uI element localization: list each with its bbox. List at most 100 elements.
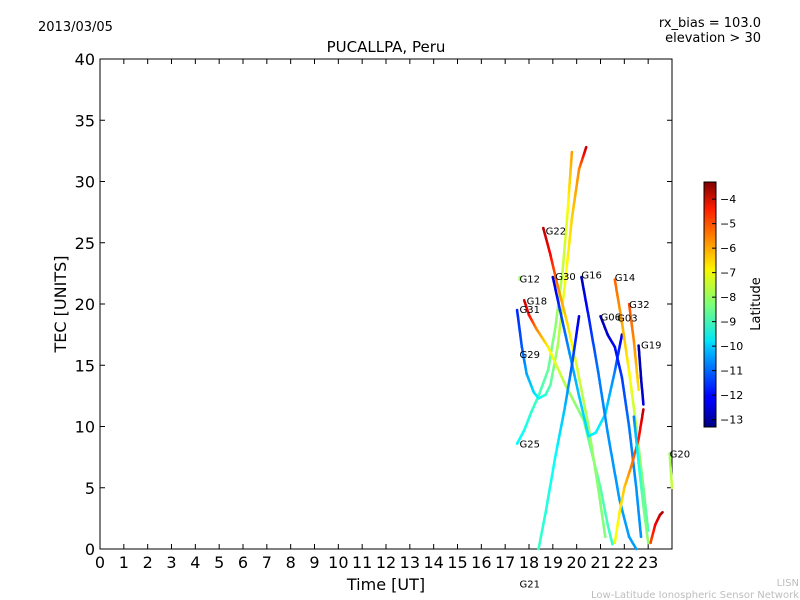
sat-label-g21: G21: [519, 579, 539, 590]
colorbar-tick-label: −11: [720, 365, 743, 378]
x-tick-label: 20: [566, 553, 586, 572]
y-tick-label: 15: [75, 356, 95, 375]
sat-label-g18: G18: [527, 296, 547, 307]
credit-network: Low-Latitude Ionospheric Sensor Network: [591, 590, 799, 600]
data-point: [635, 547, 638, 551]
x-tick-label: 0: [95, 553, 105, 572]
series-g21: [537, 315, 581, 551]
sat-label-g06: G06: [601, 312, 621, 323]
colorbar: [703, 181, 717, 428]
y-tick-label: 20: [75, 295, 95, 314]
x-tick-label: 6: [238, 553, 248, 572]
chart-title: PUCALLPA, Peru: [327, 38, 446, 56]
sat-label-g29: G29: [519, 350, 539, 361]
series-g22: [542, 226, 607, 539]
series-g14: [613, 278, 650, 532]
series-g03-tail: [649, 511, 664, 545]
colorbar-tick-label: −4: [720, 193, 736, 206]
x-tick-label: 1: [119, 553, 129, 572]
data-point: [577, 315, 581, 318]
x-tick-label: 10: [328, 553, 348, 572]
colorbar-ticks: −4 −5 −6 −7 −8 −9 −10 −11 −12 −13: [712, 193, 743, 427]
data-point: [639, 535, 643, 539]
series-g06: [599, 315, 643, 539]
rx-bias-label: rx_bias = 103.0: [659, 16, 761, 31]
series-g19-low: [632, 415, 650, 545]
x-tick-label: 13: [400, 553, 420, 572]
x-tick-label: 16: [471, 553, 491, 572]
series-g19: [637, 344, 645, 406]
sat-label-g20: G20: [670, 449, 690, 460]
date-label: 2013/03/05: [38, 20, 113, 35]
colorbar-tick-label: −10: [720, 340, 743, 353]
series-g16: [580, 275, 638, 551]
x-tick-label: 2: [143, 553, 153, 572]
sat-label-g30: G30: [555, 272, 575, 283]
x-tick-labels: 0 1 2 3 4 5 6 7 8 9 10 11 12 13 14 15 16 17 18 19 20 21 22 23: [95, 553, 658, 572]
data-point: [584, 145, 588, 149]
y-tick-label: 30: [75, 173, 95, 192]
colorbar-tick-label: −6: [720, 242, 736, 255]
y-tick-label: 0: [85, 540, 95, 559]
sat-label-g32: G32: [629, 300, 649, 311]
y-tick-label: 10: [75, 418, 95, 437]
colorbar-tick-label: −8: [720, 291, 736, 304]
x-tick-label: 15: [447, 553, 467, 572]
y-tick-label: 5: [85, 479, 95, 498]
axis-ticks: [99, 58, 672, 550]
colorbar-label: Latitude: [749, 277, 764, 331]
data-point: [604, 535, 607, 539]
sat-label-g22: G22: [546, 227, 566, 238]
x-tick-label: 12: [376, 553, 396, 572]
sat-label-g16: G16: [581, 271, 601, 282]
sat-label-g25: G25: [519, 440, 539, 451]
data-point: [670, 486, 674, 490]
sat-label-g12: G12: [519, 274, 539, 285]
x-tick-label: 17: [495, 553, 515, 572]
sat-label-g19: G19: [641, 340, 661, 351]
colorbar-tick-label: −5: [720, 218, 736, 231]
x-tick-label: 4: [190, 553, 200, 572]
x-tick-label: 14: [423, 553, 443, 572]
data-point: [642, 403, 645, 406]
x-tick-label: 9: [309, 553, 319, 572]
series-g20: [668, 452, 674, 490]
data-point: [646, 541, 650, 545]
credit-logo: LISN: [777, 578, 799, 589]
series-g29-dip: [515, 145, 588, 400]
y-tick-label: 35: [75, 111, 95, 130]
sat-label-g31: G31: [519, 305, 539, 316]
series-g12: [518, 275, 522, 281]
y-tick-labels: 0 5 10 15 20 25 30 35 40: [75, 50, 95, 559]
series-g32: [627, 302, 640, 392]
x-tick-label: 5: [214, 553, 224, 572]
y-tick-label: 25: [75, 234, 95, 253]
data-point: [637, 388, 640, 392]
series-g30: [551, 275, 624, 438]
x-tick-label: 23: [638, 553, 658, 572]
data-point: [518, 275, 522, 279]
x-tick-label: 19: [543, 553, 563, 572]
x-tick-label: 7: [262, 553, 272, 572]
data-point: [570, 150, 574, 154]
x-tick-label: 11: [352, 553, 372, 572]
sat-label-g03: G03: [617, 313, 637, 324]
elevation-label: elevation > 30: [665, 31, 761, 46]
x-tick-label: 3: [166, 553, 176, 572]
colorbar-tick-label: −9: [720, 316, 736, 329]
plot-area: [99, 58, 673, 550]
x-tick-label: 22: [614, 553, 634, 572]
colorbar-tick-label: −7: [720, 267, 736, 280]
data-point: [611, 542, 614, 546]
data-point: [642, 408, 645, 411]
x-tick-label: 18: [519, 553, 539, 572]
x-tick-label: 21: [590, 553, 610, 572]
data-point: [661, 511, 664, 514]
sat-label-g14: G14: [615, 273, 635, 284]
data-points: [515, 145, 674, 551]
y-axis-label: TEC [UNITS]: [51, 256, 70, 354]
x-tick-label: 8: [286, 553, 296, 572]
y-tick-label: 40: [75, 50, 95, 69]
